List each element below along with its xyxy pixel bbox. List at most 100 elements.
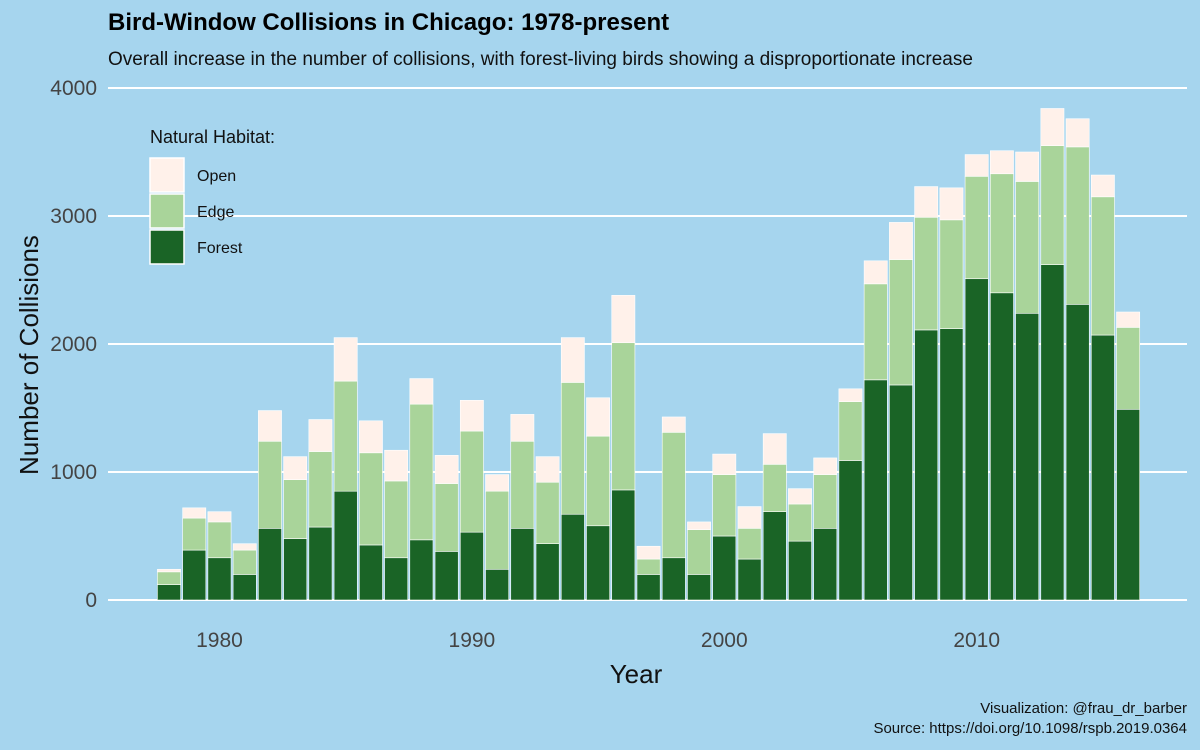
bar-forest-1997 xyxy=(636,574,661,601)
bar-edge-1978 xyxy=(157,571,181,585)
bar-open-2009 xyxy=(939,187,964,221)
bar-forest-1984 xyxy=(308,526,333,601)
legend-label-open: Open xyxy=(197,168,236,185)
bar-edge-1999 xyxy=(687,529,711,575)
x-tick-label: 2010 xyxy=(953,629,1000,652)
chart-subtitle: Overall increase in the number of collis… xyxy=(108,49,973,70)
bar-edge-1989 xyxy=(434,483,459,552)
bar-edge-2007 xyxy=(889,259,913,386)
bar-open-1991 xyxy=(485,474,510,492)
y-tick-label: 3000 xyxy=(50,205,97,228)
x-tick-label: 2000 xyxy=(701,629,748,652)
bar-open-1990 xyxy=(459,400,484,432)
bar-open-2004 xyxy=(813,457,838,475)
bar-forest-1993 xyxy=(535,543,560,601)
bar-open-2000 xyxy=(712,453,737,475)
x-tick-label: 1980 xyxy=(196,629,243,652)
bar-edge-1983 xyxy=(283,479,308,539)
x-axis-title: Year xyxy=(610,659,663,689)
bar-edge-2014 xyxy=(1065,146,1090,305)
bars xyxy=(157,108,1141,601)
chart-title: Bird-Window Collisions in Chicago: 1978-… xyxy=(108,9,669,36)
bar-forest-1995 xyxy=(586,525,610,601)
caption-credit: Visualization: @frau_dr_barber xyxy=(980,700,1187,717)
bar-edge-2002 xyxy=(762,464,787,512)
bar-edge-1994 xyxy=(560,382,585,515)
bar-edge-2008 xyxy=(914,216,939,331)
bar-edge-1993 xyxy=(535,481,560,544)
bar-edge-1982 xyxy=(258,440,282,529)
bar-edge-2006 xyxy=(863,283,888,381)
y-tick-label: 4000 xyxy=(50,77,97,100)
bar-forest-1989 xyxy=(434,551,459,601)
bar-open-2007 xyxy=(889,222,913,260)
bar-open-1987 xyxy=(384,449,409,482)
legend-label-forest: Forest xyxy=(197,240,243,257)
bar-forest-2013 xyxy=(1040,264,1065,601)
bar-open-1989 xyxy=(434,455,459,484)
bar-open-1993 xyxy=(535,456,560,483)
bar-open-1982 xyxy=(258,410,282,442)
bar-edge-1985 xyxy=(333,380,358,492)
bar-forest-1983 xyxy=(283,538,308,601)
bar-forest-2008 xyxy=(914,329,939,601)
bar-edge-1992 xyxy=(510,440,535,529)
bar-edge-1986 xyxy=(359,452,383,546)
bar-forest-2007 xyxy=(889,384,913,601)
bar-open-1978 xyxy=(157,568,181,573)
legend: Natural Habitat: Open Edge Forest xyxy=(149,127,275,265)
bar-forest-2011 xyxy=(990,292,1014,601)
bar-open-2011 xyxy=(990,150,1014,175)
bar-edge-1980 xyxy=(207,521,232,559)
legend-key-edge xyxy=(149,193,185,229)
bar-open-1988 xyxy=(409,378,434,405)
bar-open-2002 xyxy=(762,433,787,465)
bar-open-1983 xyxy=(283,456,308,480)
bar-edge-2010 xyxy=(964,176,989,280)
bar-forest-2010 xyxy=(964,278,989,601)
bar-open-2016 xyxy=(1116,311,1141,328)
bar-edge-1991 xyxy=(485,490,510,570)
y-axis-title: Number of Collisions xyxy=(14,235,44,475)
bar-open-2008 xyxy=(914,186,939,218)
bar-open-1995 xyxy=(586,397,610,437)
bar-forest-1981 xyxy=(232,574,257,601)
bar-open-1986 xyxy=(359,420,383,454)
bar-forest-2000 xyxy=(712,535,737,601)
bar-forest-2004 xyxy=(813,528,838,601)
legend-key-forest xyxy=(149,229,185,265)
bar-forest-1978 xyxy=(157,584,181,601)
bar-forest-2002 xyxy=(762,511,787,601)
bar-edge-1987 xyxy=(384,480,409,559)
bar-forest-1996 xyxy=(611,489,636,601)
caption-source: Source: https://doi.org/10.1098/rspb.201… xyxy=(873,720,1187,737)
y-tick-label: 1000 xyxy=(50,461,97,484)
bar-open-2006 xyxy=(863,260,888,285)
x-axis-ticks: 1980 1990 2000 2010 xyxy=(196,629,1000,652)
legend-label-edge: Edge xyxy=(197,204,234,221)
bar-forest-1999 xyxy=(687,574,711,601)
bar-open-1999 xyxy=(687,521,711,530)
bar-edge-2012 xyxy=(1015,181,1040,314)
bar-forest-2015 xyxy=(1090,334,1115,601)
y-axis-ticks: 0 1000 2000 3000 4000 xyxy=(50,77,97,612)
x-tick-label: 1990 xyxy=(449,629,496,652)
bar-edge-1984 xyxy=(308,451,333,528)
bar-edge-2013 xyxy=(1040,145,1065,265)
bar-open-2015 xyxy=(1090,174,1115,198)
bar-forest-2005 xyxy=(838,460,863,601)
bar-edge-1996 xyxy=(611,342,636,491)
bar-open-2001 xyxy=(737,506,762,529)
bar-open-1979 xyxy=(182,507,207,519)
bar-open-1980 xyxy=(207,511,232,523)
bar-forest-2014 xyxy=(1065,304,1090,601)
bar-edge-2015 xyxy=(1090,196,1115,336)
bar-forest-1985 xyxy=(333,490,358,601)
bar-edge-2003 xyxy=(788,503,812,542)
bar-open-2010 xyxy=(964,154,989,177)
bar-edge-1998 xyxy=(661,432,686,559)
bar-forest-1994 xyxy=(560,513,585,601)
bar-edge-2016 xyxy=(1116,327,1141,410)
